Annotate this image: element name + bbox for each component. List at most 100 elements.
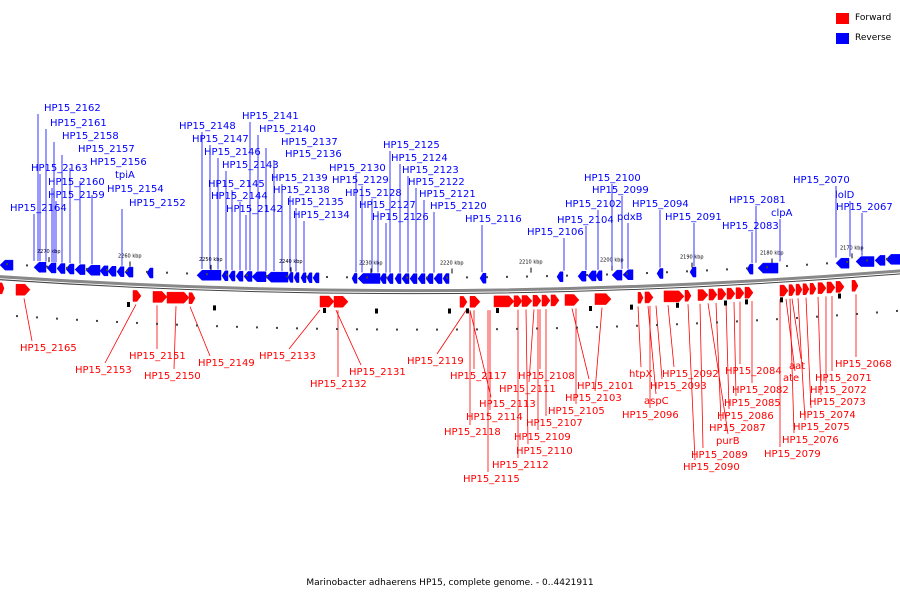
reverse-strand-genes: [0, 254, 900, 284]
reverse-gene-arrow: [306, 272, 313, 284]
track-dot: [276, 326, 278, 329]
forward-gene-label: HP15_2101: [577, 381, 634, 392]
forward-leader-line: [594, 307, 603, 392]
legend-forward: Forward: [836, 8, 900, 28]
track-dot: [826, 262, 828, 265]
reverse-gene-label: HP15_2091: [665, 212, 722, 223]
forward-leader-line: [637, 306, 642, 368]
feature-mark: [745, 299, 748, 305]
forward-gene-label: htpX: [629, 369, 653, 380]
reverse-gene-label: HP15_2158: [62, 131, 119, 142]
reverse-gene-label: HP15_2154: [107, 184, 164, 195]
forward-gene-label: HP15_2108: [518, 371, 575, 382]
track-dot: [396, 328, 398, 331]
forward-gene-label: HP15_2112: [492, 460, 549, 471]
reverse-gene-label: HP15_2145: [208, 179, 265, 190]
forward-gene-label: HP15_2149: [198, 358, 255, 369]
forward-strand-genes: [0, 280, 859, 308]
reverse-gene-arrow: [401, 273, 410, 284]
track-dot: [376, 328, 378, 331]
track-dot: [796, 316, 798, 319]
track-dot: [76, 318, 78, 321]
forward-gene-label: HP15_2151: [129, 351, 186, 362]
forward-gene-arrow: [0, 282, 5, 295]
forward-gene-label: HP15_2132: [310, 379, 367, 390]
reverse-gene-label: HP15_2081: [729, 195, 786, 206]
forward-gene-arrow: [826, 281, 836, 294]
reverse-gene-label: HP15_2144: [211, 191, 268, 202]
forward-gene-arrow: [132, 290, 142, 302]
reverse-gene-label: HP15_2083: [722, 221, 779, 232]
reverse-gene-label: lolD: [835, 190, 855, 201]
reverse-gene-label: HP15_2094: [632, 199, 689, 210]
forward-gene-arrow: [744, 286, 754, 299]
track-dot: [596, 326, 598, 329]
track-dot: [246, 274, 248, 277]
reverse-gene-label: HP15_2139: [271, 173, 328, 184]
scale-tick-label: 2240 kbp: [279, 259, 303, 265]
track-dot: [386, 276, 388, 279]
forward-gene-arrow: [663, 290, 685, 303]
forward-gene-label: aspC: [644, 396, 669, 407]
reverse-gene-arrow: [351, 273, 358, 284]
track-dot: [126, 269, 128, 272]
reverse-gene-label: HP15_2147: [192, 134, 249, 145]
track-dot: [606, 273, 608, 276]
reverse-gene-arrow: [357, 273, 381, 284]
track-dot: [486, 276, 488, 279]
track-dot: [716, 321, 718, 324]
reverse-gene-label: HP15_2164: [10, 203, 67, 214]
forward-gene-arrow: [521, 295, 533, 307]
scale-tick-label: 2250 kbp: [199, 257, 223, 263]
forward-leader-line: [817, 296, 822, 396]
forward-gene-label: HP15_2103: [565, 393, 622, 404]
track-dot: [866, 259, 868, 262]
forward-gene-label: HP15_2075: [793, 422, 850, 433]
feature-mark: [724, 300, 727, 306]
forward-leader-line: [173, 306, 177, 370]
reverse-gene-arrow: [433, 273, 443, 284]
track-dot: [776, 318, 778, 321]
forward-gene-arrow: [469, 296, 481, 308]
forward-gene-arrow: [735, 287, 745, 299]
forward-gene-label: HP15_2084: [725, 366, 782, 377]
track-dot: [436, 328, 438, 331]
track-dot: [496, 328, 498, 331]
track-dot: [186, 272, 188, 275]
track-dot: [746, 267, 748, 270]
feature-mark: [323, 307, 326, 313]
track-dot: [876, 311, 878, 314]
track-dot: [786, 264, 788, 267]
forward-gene-arrow: [15, 283, 31, 296]
forward-gene-arrow: [802, 283, 810, 295]
track-dot: [426, 276, 428, 279]
track-dot: [356, 328, 358, 331]
scale-tick-label: 2180 kbp: [760, 251, 784, 257]
track-dot: [666, 271, 668, 274]
forward-gene-label: HP15_2072: [810, 385, 867, 396]
reverse-gene-arrow: [409, 273, 418, 284]
forward-leader-line: [189, 306, 211, 357]
track-dot: [326, 276, 328, 279]
forward-leader-line: [797, 298, 806, 421]
reverse-gene-label: HP15_2161: [50, 118, 107, 129]
reverse-gene-label: HP15_2127: [359, 200, 416, 211]
reverse-gene-label: tpiA: [115, 170, 135, 181]
forward-leader-line: [785, 298, 796, 372]
reverse-gene-arrow: [228, 270, 236, 282]
reverse-gene-label: HP15_2141: [242, 111, 299, 122]
forward-gene-arrow: [779, 284, 789, 297]
forward-leader-line: [23, 298, 33, 342]
track-dot: [196, 324, 198, 327]
reverse-gene-label: HP15_2070: [793, 175, 850, 186]
reverse-gene-arrow: [46, 262, 57, 274]
reverse-gene-arrow: [287, 272, 294, 283]
reverse-gene-label: clpA: [771, 208, 793, 219]
reverse-gene-label: HP15_2129: [332, 175, 389, 186]
track-dot: [176, 323, 178, 326]
forward-leader-line: [647, 305, 657, 395]
forward-gene-arrow: [788, 284, 796, 296]
forward-gene-label: HP15_2117: [450, 371, 507, 382]
reverse-gene-arrow: [595, 270, 603, 281]
legend-reverse-label: Reverse: [855, 33, 892, 43]
